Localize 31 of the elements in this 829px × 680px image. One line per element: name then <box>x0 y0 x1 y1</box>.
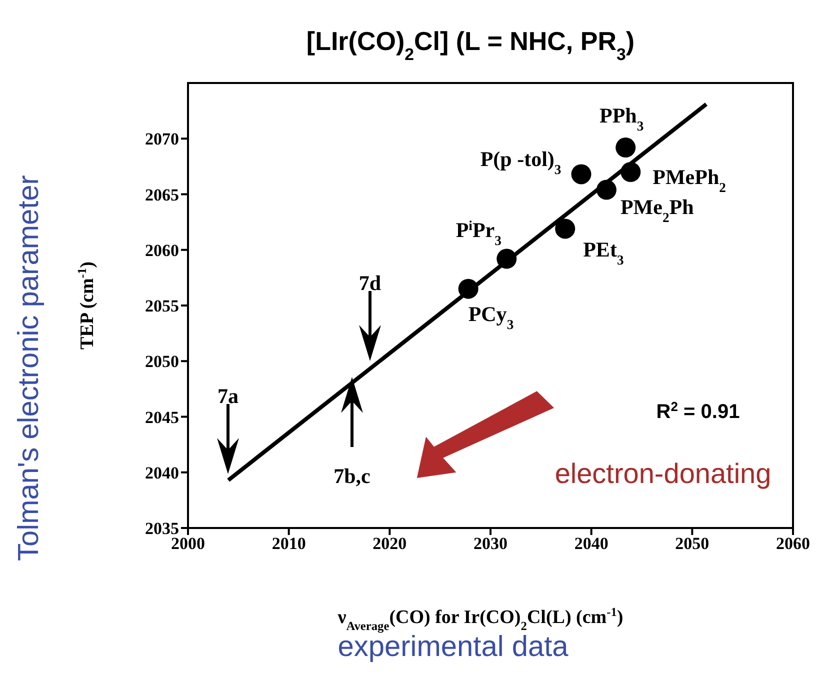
point <box>571 164 592 184</box>
annotation: PCy$_{3}$ <box>468 302 514 332</box>
point <box>616 138 636 158</box>
x-tick-label: 2060 <box>776 534 810 554</box>
annotation: 7a <box>218 384 239 408</box>
x-tick-label: 2010 <box>272 534 306 554</box>
y-tick-label: 2070 <box>145 130 179 149</box>
annotation: 7b,c <box>334 464 370 488</box>
annotation: P$^{i}$Pr$_{3}$ <box>456 217 502 248</box>
chart-title: [LIr(CO)$_{2}$Cl] (L = NHC, PR$_{3}$) <box>306 26 635 64</box>
annotation: electron-donating <box>554 458 772 489</box>
x-tick-label: 2020 <box>372 534 407 554</box>
x-axis-title: ν$_{Average}$(CO) for Ir(CO)$_{2}$Cl(L) (cm$^{-1}$) <box>336 605 624 633</box>
x-tick-label: 2050 <box>675 534 710 554</box>
y-tick-label: 2055 <box>145 296 179 316</box>
y-tick-label: 2040 <box>145 463 179 482</box>
annotation: R$^{2}$ = 0.91 <box>656 398 740 423</box>
point <box>555 218 576 239</box>
annotation: PEt$_{3}$ <box>583 238 624 268</box>
annotation: PMe$_{2}$Ph <box>620 194 694 224</box>
y-tick-label: 2050 <box>145 352 179 372</box>
text: Tolman's electronic parameter <box>13 174 45 561</box>
y-tick-label: 2065 <box>145 185 179 204</box>
annotation: P(p -tol)$_{3}$ <box>480 147 562 177</box>
x-tick-label: 2030 <box>474 534 508 554</box>
annotation: PMePh$_{2}$ <box>652 165 726 194</box>
y-tick-label: 2045 <box>145 408 179 427</box>
annotation: 7d <box>358 271 382 295</box>
annotation: PPh$_{3}$ <box>600 104 644 134</box>
x-tick-label: 2040 <box>574 534 608 554</box>
y-tick-label: 2060 <box>145 240 179 260</box>
